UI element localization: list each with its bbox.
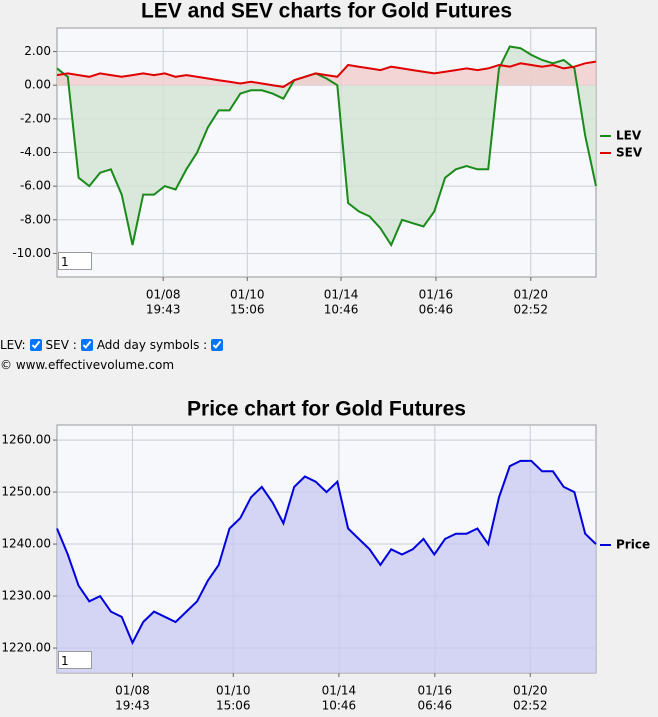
y-tick-label: -2.00 (20, 111, 51, 125)
x-tick-label: 06:46 (419, 303, 454, 317)
x-tick-label: 19:43 (115, 699, 150, 713)
area-fill (57, 46, 596, 245)
y-tick-label: -6.00 (20, 179, 51, 193)
x-tick-label: 10:46 (322, 699, 357, 713)
chart-title: Price chart for Gold Futures (187, 398, 466, 421)
x-tick-label: 01/08 (146, 288, 181, 302)
y-tick-label: 1240.00 (1, 537, 51, 551)
area-fill (57, 460, 596, 673)
x-tick-label: 01/14 (324, 288, 359, 302)
day-symbols-checkbox[interactable] (211, 339, 224, 351)
series-line (56, 45, 597, 248)
x-tick-label: 01/10 (230, 288, 265, 302)
x-tick-label: 01/08 (115, 684, 150, 698)
y-tick-label: 1250.00 (1, 485, 51, 499)
y-tick-label: 1220.00 (1, 641, 51, 655)
area-fill (57, 61, 596, 87)
y-tick-label: 2.00 (24, 44, 51, 58)
y-tick-label: -4.00 (20, 145, 51, 159)
legend-label: Price (616, 538, 650, 552)
y-tick-label: 1230.00 (1, 589, 51, 603)
y-tick-label: 0.00 (24, 78, 51, 92)
zoom-input[interactable]: 1 (58, 651, 92, 669)
x-tick-label: 02:52 (513, 303, 548, 317)
sev-label: SEV : (45, 338, 77, 352)
y-tick-label: -8.00 (20, 212, 51, 226)
x-tick-label: 01/16 (418, 684, 453, 698)
x-tick-label: 01/20 (513, 684, 548, 698)
zoom-input[interactable]: 1 (58, 252, 92, 270)
controls: LEV: SEV : Add day symbols : (0, 338, 225, 352)
x-tick-label: 01/14 (322, 684, 357, 698)
lev-label: LEV: (0, 338, 26, 352)
x-tick-label: 01/10 (216, 684, 251, 698)
x-tick-label: 06:46 (418, 699, 453, 713)
day-symbols-label: Add day symbols : (96, 338, 208, 352)
x-tick-label: 19:43 (146, 303, 181, 317)
lev-checkbox[interactable] (29, 339, 42, 351)
legend-label: SEV (616, 146, 643, 160)
x-tick-label: 01/20 (513, 288, 548, 302)
series-line (56, 459, 597, 646)
x-tick-label: 02:52 (513, 699, 548, 713)
y-tick-label: 1260.00 (1, 433, 51, 447)
y-tick-label: -10.00 (12, 246, 51, 260)
x-tick-label: 15:06 (230, 303, 265, 317)
chart-title: LEV and SEV charts for Gold Futures (141, 0, 512, 23)
series-line (56, 60, 597, 88)
legend-label: LEV (616, 129, 642, 143)
x-tick-label: 10:46 (324, 303, 359, 317)
x-tick-label: 01/16 (419, 288, 454, 302)
copyright: © www.effectivevolume.com (0, 358, 175, 372)
x-tick-label: 15:06 (216, 699, 251, 713)
sev-checkbox[interactable] (80, 339, 93, 351)
